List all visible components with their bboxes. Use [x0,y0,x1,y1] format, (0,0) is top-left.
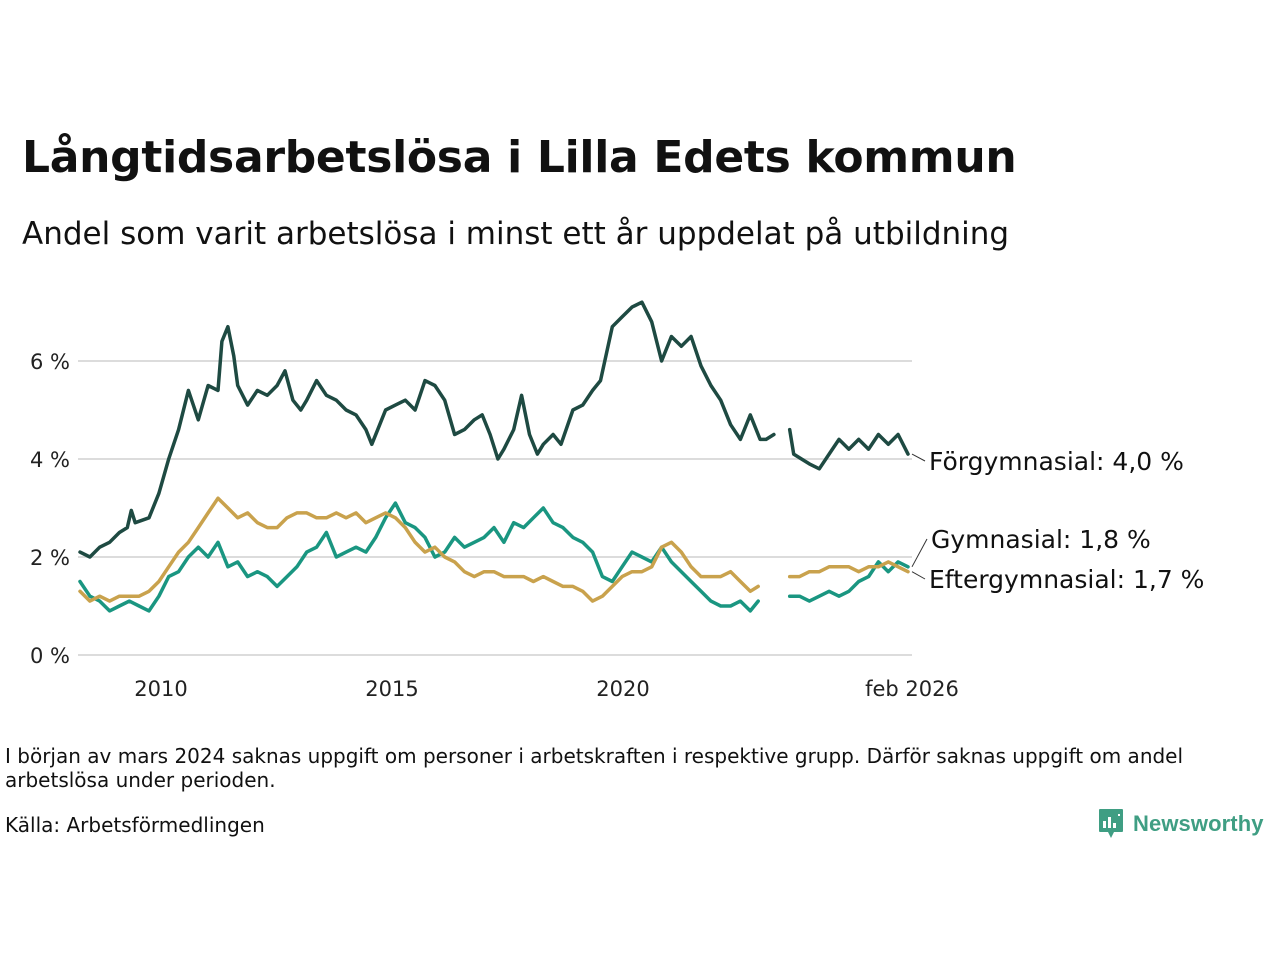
newsworthy-logo[interactable]: Newsworthy [1098,808,1264,840]
logo-text: Newsworthy [1133,811,1264,836]
end-label-eftergymnasial: Eftergymnasial: 1,7 % [929,565,1204,594]
end-labels: Förgymnasial: 4,0 % Gymnasial: 1,8 % Efter… [911,447,1204,594]
footnote: I början av mars 2024 saknas uppgift om … [5,744,1184,792]
series-lines [78,300,910,613]
series-line-gymnasial [78,501,910,613]
chart-title: Långtidsarbetslösa i Lilla Edets kommun [22,132,1017,183]
x-tick-label: 2020 [596,677,649,701]
y-tick-label: 2 % [30,546,70,570]
end-label-förgymnasial: Förgymnasial: 4,0 % [929,447,1184,476]
newsworthy-logo-icon [1099,809,1123,838]
series-line-förgymnasial [78,300,910,559]
chart-subtitle: Andel som varit arbetslösa i minst ett å… [22,216,1010,252]
y-axis-ticks: 0 % 2 % 4 % 6 % [30,350,70,668]
grid-lines [78,360,912,656]
leader-line [911,538,928,568]
y-tick-label: 0 % [30,644,70,668]
series-line-eftergymnasial [78,496,910,603]
x-tick-label: 2010 [134,677,187,701]
x-axis-ticks: 2010 2015 2020 feb 2026 [134,677,959,701]
x-tick-label: feb 2026 [865,677,959,701]
x-tick-label: 2015 [365,677,418,701]
leader-line [911,571,926,580]
leader-line [911,453,926,462]
y-tick-label: 6 % [30,350,70,374]
source-credit: Källa: Arbetsförmedlingen [5,813,265,837]
end-label-gymnasial: Gymnasial: 1,8 % [931,525,1151,554]
y-tick-label: 4 % [30,448,70,472]
